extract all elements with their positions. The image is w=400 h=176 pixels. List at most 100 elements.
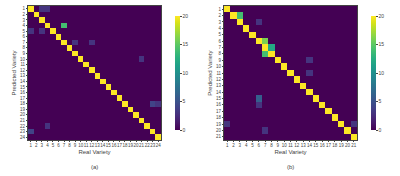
svg-text:9: 9 [74,143,77,148]
svg-text:24: 24 [156,143,162,148]
svg-text:13: 13 [301,143,307,148]
svg-text:19: 19 [20,107,26,112]
svg-text:Real Variety: Real Variety [274,149,306,155]
svg-text:(b): (b) [287,164,294,170]
svg-text:2: 2 [232,143,235,148]
svg-text:9: 9 [23,51,26,56]
svg-text:0: 0 [183,127,186,133]
svg-text:11: 11 [288,143,293,148]
svg-text:Predicted Variety: Predicted Variety [207,50,213,95]
svg-text:8: 8 [219,51,222,56]
svg-text:7: 7 [219,45,222,50]
svg-text:23: 23 [150,143,156,148]
svg-text:16: 16 [320,143,326,148]
svg-text:15: 15 [20,85,26,90]
svg-text:9: 9 [277,143,280,148]
svg-text:4: 4 [219,26,222,31]
svg-text:18: 18 [332,143,338,148]
svg-text:2: 2 [219,13,222,18]
svg-text:20: 20 [216,128,222,133]
svg-text:22: 22 [20,124,26,129]
svg-text:12: 12 [89,143,95,148]
svg-text:4: 4 [23,23,26,28]
svg-text:4: 4 [245,143,248,148]
svg-text:10: 10 [282,143,288,148]
svg-text:15: 15 [379,41,385,47]
svg-text:21: 21 [139,143,145,148]
svg-text:5: 5 [52,143,55,148]
svg-text:13: 13 [216,83,222,88]
svg-text:9: 9 [219,58,222,63]
svg-text:19: 19 [128,143,134,148]
svg-text:17: 17 [117,143,123,148]
svg-text:2: 2 [23,12,26,17]
svg-text:6: 6 [23,34,26,39]
svg-text:16: 16 [20,90,26,95]
svg-text:17: 17 [20,96,26,101]
svg-text:15: 15 [216,96,222,101]
svg-text:21: 21 [216,134,222,139]
svg-text:19: 19 [216,122,222,127]
svg-text:20: 20 [134,143,140,148]
svg-text:20: 20 [20,112,26,117]
svg-text:21: 21 [351,143,357,148]
svg-text:19: 19 [339,143,345,148]
svg-text:10: 10 [183,70,189,76]
svg-text:(a): (a) [91,164,98,170]
svg-text:14: 14 [100,143,106,148]
svg-text:5: 5 [23,29,26,34]
svg-text:5: 5 [219,32,222,37]
svg-text:6: 6 [219,39,222,44]
svg-text:20: 20 [183,13,189,19]
svg-text:3: 3 [41,143,44,148]
svg-text:15: 15 [183,41,189,47]
svg-text:4: 4 [46,143,49,148]
svg-text:5: 5 [379,98,382,104]
svg-text:13: 13 [20,73,26,78]
svg-text:10: 10 [20,57,26,62]
svg-text:5: 5 [251,143,254,148]
svg-text:14: 14 [307,143,313,148]
svg-text:10: 10 [216,64,222,69]
svg-text:3: 3 [219,20,222,25]
svg-text:8: 8 [68,143,71,148]
svg-text:5: 5 [183,98,186,104]
svg-text:16: 16 [216,102,222,107]
svg-text:11: 11 [20,62,25,67]
svg-text:1: 1 [226,143,229,148]
svg-text:Predicted Variety: Predicted Variety [11,50,17,95]
svg-text:6: 6 [57,143,60,148]
svg-text:1: 1 [23,6,26,11]
svg-text:12: 12 [294,143,300,148]
svg-text:13: 13 [95,143,101,148]
svg-text:7: 7 [63,143,66,148]
svg-text:8: 8 [23,45,26,50]
svg-text:10: 10 [379,70,385,76]
svg-text:0: 0 [379,127,382,133]
svg-text:7: 7 [23,40,26,45]
svg-text:11: 11 [216,71,221,76]
svg-text:17: 17 [326,143,332,148]
svg-text:14: 14 [20,79,26,84]
svg-text:3: 3 [23,18,26,23]
svg-text:7: 7 [264,143,267,148]
svg-text:21: 21 [20,118,26,123]
svg-text:10: 10 [78,143,84,148]
svg-text:18: 18 [216,115,222,120]
svg-text:18: 18 [20,101,26,106]
svg-text:20: 20 [345,143,351,148]
svg-text:11: 11 [84,143,89,148]
svg-text:23: 23 [20,129,26,134]
svg-text:8: 8 [270,143,273,148]
svg-text:12: 12 [20,68,26,73]
svg-text:15: 15 [106,143,112,148]
svg-text:18: 18 [122,143,128,148]
svg-text:22: 22 [145,143,151,148]
svg-text:14: 14 [216,90,222,95]
svg-text:20: 20 [379,13,385,19]
svg-text:1: 1 [219,7,222,12]
svg-text:1: 1 [30,143,33,148]
svg-text:6: 6 [258,143,261,148]
svg-text:Real Variety: Real Variety [78,149,110,155]
svg-text:16: 16 [111,143,117,148]
